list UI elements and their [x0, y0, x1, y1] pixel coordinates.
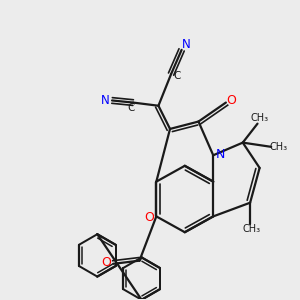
- Text: N: N: [182, 38, 191, 51]
- Text: C: C: [173, 71, 181, 81]
- Text: O: O: [144, 212, 154, 224]
- Text: CH₃: CH₃: [243, 224, 261, 235]
- Text: CH₃: CH₃: [269, 142, 287, 152]
- Text: O: O: [101, 256, 111, 269]
- Text: C: C: [128, 103, 135, 113]
- Text: O: O: [226, 94, 236, 107]
- Text: CH₃: CH₃: [250, 113, 268, 123]
- Text: N: N: [215, 148, 225, 161]
- Text: N: N: [101, 94, 110, 107]
